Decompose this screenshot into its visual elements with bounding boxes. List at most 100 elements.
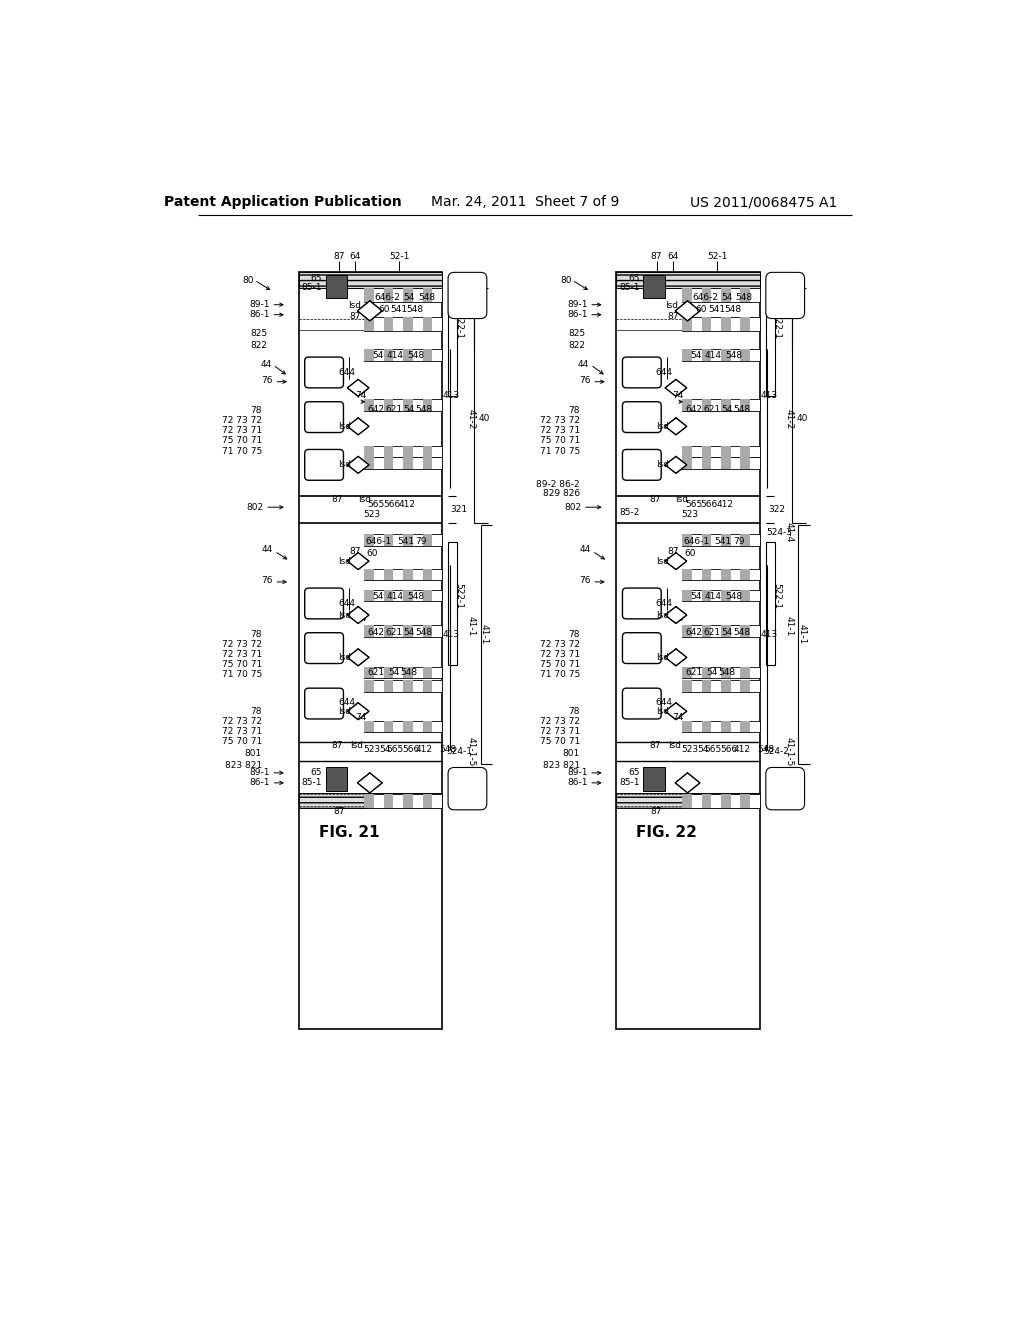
Text: 54: 54 <box>721 405 733 414</box>
Text: 64: 64 <box>349 252 360 261</box>
Text: 86-1: 86-1 <box>249 779 270 787</box>
Text: 413: 413 <box>761 630 777 639</box>
Text: 72 73 71: 72 73 71 <box>540 426 580 436</box>
Bar <box>384 400 393 411</box>
Text: 54: 54 <box>380 746 391 754</box>
Text: 65: 65 <box>310 275 322 282</box>
Bar <box>384 590 393 601</box>
Bar <box>701 317 712 331</box>
Text: 41-1: 41-1 <box>798 624 807 644</box>
Bar <box>721 681 730 692</box>
Text: 54: 54 <box>721 293 733 302</box>
Polygon shape <box>347 702 369 719</box>
Text: 822: 822 <box>568 341 586 350</box>
Bar <box>365 590 374 601</box>
Bar <box>740 721 750 733</box>
Bar <box>403 457 413 469</box>
Bar <box>403 721 413 733</box>
Bar <box>721 400 730 411</box>
Bar <box>740 535 750 545</box>
Text: 54: 54 <box>373 351 384 360</box>
Text: 76: 76 <box>580 376 591 384</box>
Text: 644: 644 <box>338 697 355 706</box>
Bar <box>682 626 760 636</box>
Bar <box>365 721 374 733</box>
Bar <box>365 535 374 545</box>
Text: lsd: lsd <box>339 706 351 715</box>
FancyBboxPatch shape <box>305 401 343 433</box>
Text: 65: 65 <box>628 275 640 282</box>
Bar <box>384 626 393 636</box>
Text: 76: 76 <box>580 576 591 585</box>
Text: 60: 60 <box>378 305 389 314</box>
Text: 646-2: 646-2 <box>692 293 719 302</box>
Text: 413: 413 <box>761 391 777 400</box>
Text: 78: 78 <box>251 630 262 639</box>
Text: 87: 87 <box>651 807 663 816</box>
Text: 60: 60 <box>695 305 708 314</box>
Bar <box>423 317 432 331</box>
Bar <box>616 272 760 1028</box>
Bar <box>365 626 442 636</box>
Text: 78: 78 <box>251 706 262 715</box>
Bar <box>365 317 442 331</box>
Text: 642: 642 <box>368 628 384 638</box>
Bar <box>740 667 750 678</box>
Text: 78: 78 <box>568 407 580 416</box>
Text: 523: 523 <box>364 511 381 519</box>
Text: lsd: lsd <box>656 422 670 430</box>
Bar <box>721 535 730 545</box>
Bar <box>701 793 712 808</box>
Bar <box>449 288 458 396</box>
Text: lsd: lsd <box>339 653 351 661</box>
Text: 41-3: 41-3 <box>476 768 485 789</box>
Text: 548: 548 <box>724 305 741 314</box>
Bar <box>423 590 432 601</box>
Bar <box>682 626 692 636</box>
Text: 72 73 72: 72 73 72 <box>222 417 262 425</box>
Text: 414: 414 <box>705 351 722 360</box>
Text: 642: 642 <box>685 405 702 414</box>
Bar <box>701 400 712 411</box>
Text: 621: 621 <box>368 668 385 677</box>
Text: 87: 87 <box>667 312 679 321</box>
Bar <box>403 400 413 411</box>
Text: 41-1: 41-1 <box>784 616 794 636</box>
Bar <box>682 288 760 302</box>
Text: lsd: lsd <box>668 742 681 750</box>
Bar <box>682 350 692 360</box>
Bar <box>721 721 730 733</box>
Text: 78: 78 <box>251 407 262 416</box>
Text: 87: 87 <box>667 548 679 556</box>
Bar <box>682 721 760 733</box>
Bar <box>384 350 393 360</box>
Polygon shape <box>665 379 687 396</box>
Text: 87: 87 <box>349 312 360 321</box>
Polygon shape <box>665 457 687 474</box>
Text: 86-1: 86-1 <box>567 310 588 319</box>
Text: 54: 54 <box>697 746 709 754</box>
Text: 86-1: 86-1 <box>567 779 588 787</box>
Text: 87: 87 <box>333 252 344 261</box>
Text: 74: 74 <box>354 391 367 400</box>
Text: 322: 322 <box>768 506 785 513</box>
Text: 41-1-5: 41-1-5 <box>467 737 476 766</box>
Bar <box>701 350 712 360</box>
Bar <box>701 721 712 733</box>
Text: 87: 87 <box>649 495 660 504</box>
Bar <box>682 317 760 331</box>
Bar <box>365 569 374 581</box>
Bar <box>701 288 712 302</box>
Text: 89-1: 89-1 <box>249 768 270 777</box>
Text: 548: 548 <box>416 628 432 638</box>
Bar <box>423 793 432 808</box>
Text: 71 70 75: 71 70 75 <box>540 446 580 455</box>
Bar <box>365 681 442 692</box>
Text: 80: 80 <box>243 276 254 285</box>
Text: 72 73 71: 72 73 71 <box>540 727 580 735</box>
Bar <box>682 535 692 545</box>
Bar <box>721 569 730 581</box>
Text: 87: 87 <box>651 252 663 261</box>
Text: FIG. 21: FIG. 21 <box>318 825 379 841</box>
Text: lsd: lsd <box>339 461 351 470</box>
